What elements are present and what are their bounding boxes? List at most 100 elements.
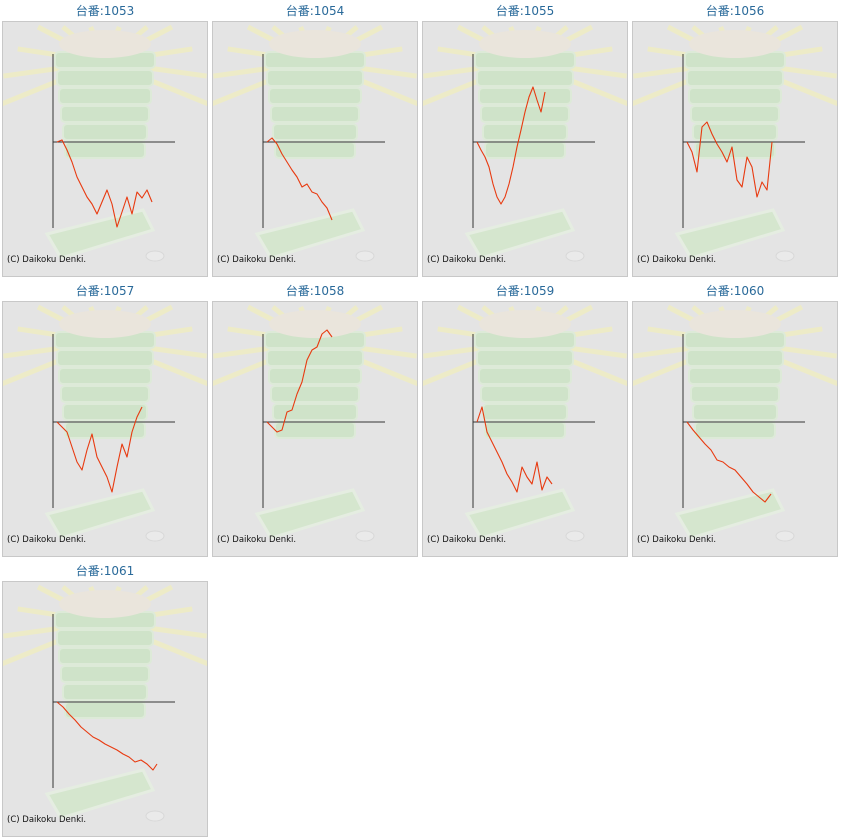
tray-stack xyxy=(270,385,360,403)
machine-number-link[interactable]: 台番:1059 xyxy=(495,284,555,298)
graph-panel[interactable]: (C) Daikoku Denki. xyxy=(632,21,838,277)
tray-stack xyxy=(268,367,362,385)
tray-stack xyxy=(478,87,572,105)
copyright-text: (C) Daikoku Denki. xyxy=(7,815,86,825)
coin xyxy=(355,530,375,542)
machine-artwork xyxy=(3,304,207,542)
graph-panel[interactable]: (C) Daikoku Denki. xyxy=(422,21,628,277)
tray-stack xyxy=(62,683,148,701)
series-line xyxy=(686,421,772,503)
coin xyxy=(565,250,585,262)
tray-stack xyxy=(274,141,356,159)
tray-stack xyxy=(58,647,152,665)
coin-pile xyxy=(689,30,781,58)
tray-stack xyxy=(60,665,150,683)
graph-svg: (C) Daikoku Denki. xyxy=(633,302,837,556)
graph-svg: (C) Daikoku Denki. xyxy=(633,22,837,276)
series-line xyxy=(56,139,153,228)
coin-tray xyxy=(44,488,156,540)
graph-svg: (C) Daikoku Denki. xyxy=(423,22,627,276)
graph-panel[interactable]: (C) Daikoku Denki. xyxy=(212,301,418,557)
chart-cell: 台番:1060 (C) Daikoku Denki. xyxy=(632,280,838,557)
tray-stack xyxy=(64,701,146,719)
series-line xyxy=(266,329,333,433)
coin-pile xyxy=(689,310,781,338)
tray-stack xyxy=(692,123,778,141)
coin-pile xyxy=(479,310,571,338)
machine-artwork xyxy=(423,24,627,262)
machine-number-link[interactable]: 台番:1060 xyxy=(705,284,765,298)
tray-stack xyxy=(56,629,154,647)
machine-artwork xyxy=(423,304,627,542)
tray-stack xyxy=(58,87,152,105)
graph-svg: (C) Daikoku Denki. xyxy=(3,582,207,836)
machine-number-link[interactable]: 台番:1057 xyxy=(75,284,135,298)
tray-stack xyxy=(268,87,362,105)
machine-number-link[interactable]: 台番:1056 xyxy=(705,4,765,18)
chart-cell: 台番:1057 (C) Daikoku Denki. xyxy=(2,280,208,557)
coin-pile xyxy=(59,590,151,618)
coin-tray xyxy=(464,488,576,540)
tray-stack xyxy=(60,105,150,123)
series-line xyxy=(56,701,158,771)
tray-stack xyxy=(266,349,364,367)
graph-panel[interactable]: (C) Daikoku Denki. xyxy=(212,21,418,277)
tray-stack xyxy=(266,69,364,87)
machine-artwork xyxy=(633,304,837,542)
graph-svg: (C) Daikoku Denki. xyxy=(423,302,627,556)
tray-stack xyxy=(692,403,778,421)
coin xyxy=(775,530,795,542)
chart-cell: 台番:1059 (C) Daikoku Denki. xyxy=(422,280,628,557)
machine-artwork xyxy=(213,304,417,542)
coin-tray xyxy=(674,488,786,540)
graph-panel[interactable]: (C) Daikoku Denki. xyxy=(422,301,628,557)
machine-artwork xyxy=(3,24,207,262)
machine-number-link[interactable]: 台番:1055 xyxy=(495,4,555,18)
coin-pile xyxy=(479,30,571,58)
copyright-text: (C) Daikoku Denki. xyxy=(427,535,506,545)
copyright-text: (C) Daikoku Denki. xyxy=(217,535,296,545)
coin xyxy=(145,250,165,262)
copyright-text: (C) Daikoku Denki. xyxy=(637,255,716,265)
coin-pile xyxy=(59,30,151,58)
tray-stack xyxy=(690,385,780,403)
chart-cell: 台番:1061 (C) Daikoku Denki. xyxy=(2,560,208,837)
tray-stack xyxy=(272,403,358,421)
tray-stack xyxy=(270,105,360,123)
copyright-text: (C) Daikoku Denki. xyxy=(637,535,716,545)
tray-stack xyxy=(688,87,782,105)
tray-stack xyxy=(482,123,568,141)
chart-cell: 台番:1054 (C) Daikoku Denki. xyxy=(212,0,418,277)
graph-svg: (C) Daikoku Denki. xyxy=(3,302,207,556)
series-line xyxy=(476,86,546,205)
graph-panel[interactable]: (C) Daikoku Denki. xyxy=(2,301,208,557)
machine-number-link[interactable]: 台番:1053 xyxy=(75,4,135,18)
machine-number-link[interactable]: 台番:1054 xyxy=(285,4,345,18)
copyright-text: (C) Daikoku Denki. xyxy=(427,255,506,265)
copyright-text: (C) Daikoku Denki. xyxy=(7,535,86,545)
graph-panel[interactable]: (C) Daikoku Denki. xyxy=(632,301,838,557)
coin xyxy=(145,810,165,822)
tray-stack xyxy=(484,421,566,439)
tray-stack xyxy=(476,69,574,87)
machine-number-link[interactable]: 台番:1061 xyxy=(75,564,135,578)
tray-stack xyxy=(62,403,148,421)
series-line xyxy=(266,137,333,221)
tray-stack xyxy=(60,385,150,403)
tray-stack xyxy=(480,385,570,403)
graph-panel[interactable]: (C) Daikoku Denki. xyxy=(2,581,208,837)
tray-stack xyxy=(694,421,776,439)
machine-number-link[interactable]: 台番:1058 xyxy=(285,284,345,298)
chart-cell: 台番:1055 (C) Daikoku Denki. xyxy=(422,0,628,277)
coin-tray xyxy=(464,208,576,260)
tray-stack xyxy=(478,367,572,385)
tray-stack xyxy=(694,141,776,159)
coin-tray xyxy=(674,208,786,260)
coin-tray xyxy=(254,208,366,260)
coin-tray xyxy=(254,488,366,540)
series-line xyxy=(686,121,773,198)
tray-stack xyxy=(272,123,358,141)
tray-stack xyxy=(686,69,784,87)
series-line xyxy=(56,406,143,493)
graph-panel[interactable]: (C) Daikoku Denki. xyxy=(2,21,208,277)
